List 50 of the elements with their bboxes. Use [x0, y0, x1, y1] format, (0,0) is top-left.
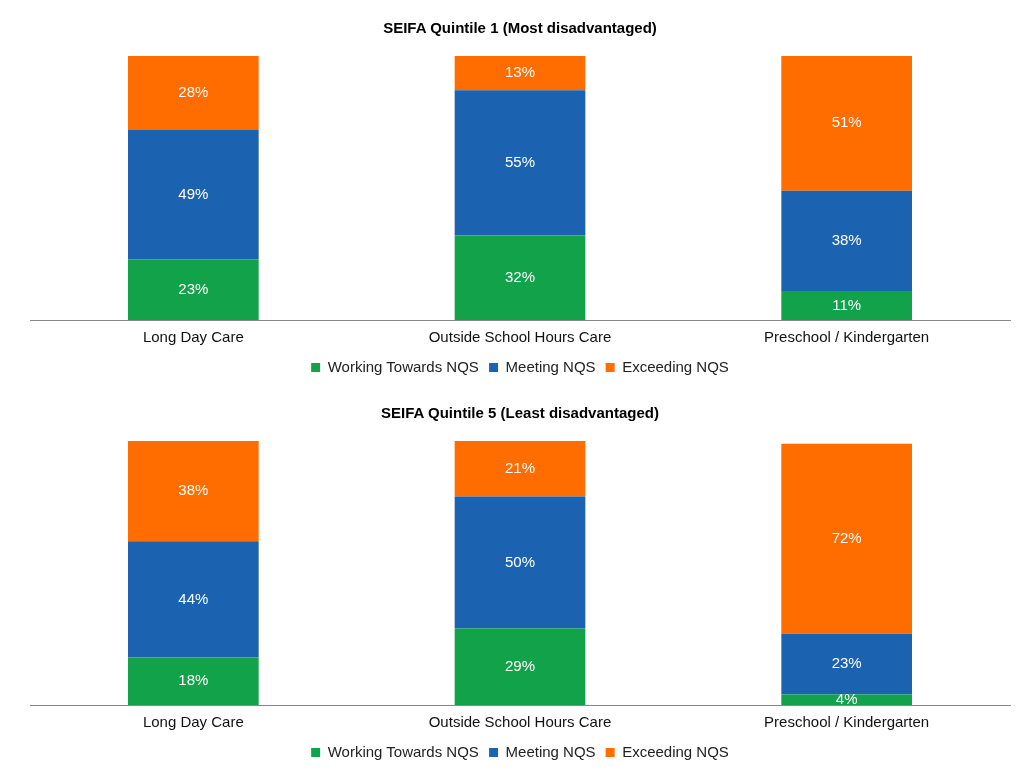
data-label: 21%	[504, 458, 536, 476]
legend-label: Working Towards NQS	[327, 357, 479, 375]
data-label: 44%	[178, 589, 209, 607]
bar	[128, 541, 259, 658]
bar	[128, 56, 259, 130]
data-label: 28%	[178, 83, 209, 101]
legend-label: Exceeding NQS	[622, 357, 729, 375]
bar	[128, 657, 259, 705]
bar	[454, 56, 586, 91]
bar	[454, 628, 586, 705]
x-tick-label: Preschool / Kindergarten	[764, 328, 930, 346]
data-label: 50%	[504, 552, 536, 570]
bar	[454, 441, 586, 497]
data-label: 55%	[504, 153, 536, 171]
bar	[128, 129, 259, 260]
bar	[128, 259, 259, 320]
legend-label: Meeting NQS	[505, 742, 596, 760]
data-label: 4%	[835, 689, 858, 707]
data-label: 11%	[832, 295, 862, 313]
data-label: 32%	[504, 267, 536, 285]
data-label: 38%	[831, 230, 862, 248]
data-label: 51%	[831, 113, 862, 131]
bar	[781, 190, 912, 291]
legend-label: Meeting NQS	[505, 357, 596, 375]
bar	[454, 235, 586, 320]
x-tick-label: Long Day Care	[142, 328, 244, 346]
x-tick-label: Outside School Hours Care	[428, 713, 612, 731]
bar	[781, 694, 912, 705]
chart-title: SEIFA Quintile 5 (Least disadvantaged)	[381, 404, 659, 422]
data-label: 29%	[504, 656, 536, 674]
bar	[454, 90, 586, 236]
legend-label: Exceeding NQS	[622, 742, 729, 760]
data-label: 13%	[504, 63, 536, 81]
chart-title: SEIFA Quintile 1 (Most disadvantaged)	[383, 19, 657, 37]
x-tick-label: Outside School Hours Care	[428, 328, 612, 346]
bar	[781, 633, 912, 695]
bar	[781, 443, 912, 634]
bar	[128, 441, 259, 542]
bar	[781, 290, 912, 320]
data-label: 23%	[178, 279, 209, 297]
legend-label: Working Towards NQS	[327, 742, 479, 760]
data-label: 72%	[831, 528, 862, 546]
data-label: 49%	[178, 184, 209, 202]
x-tick-label: Preschool / Kindergarten	[764, 713, 930, 731]
data-label: 23%	[831, 654, 862, 672]
x-tick-label: Long Day Care	[142, 713, 244, 731]
data-label: 18%	[178, 671, 209, 689]
bar	[454, 496, 586, 629]
data-label: 38%	[178, 481, 209, 499]
bar	[781, 56, 912, 191]
